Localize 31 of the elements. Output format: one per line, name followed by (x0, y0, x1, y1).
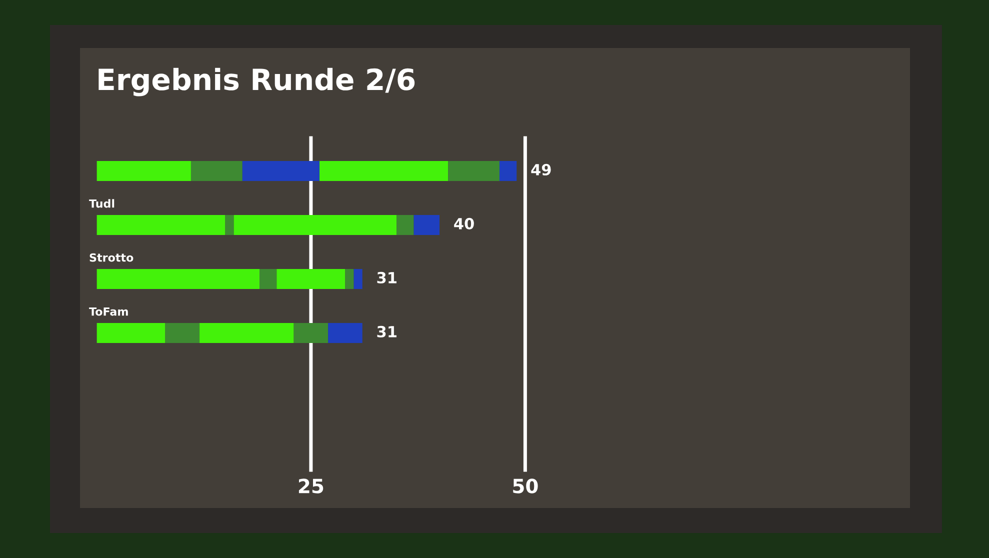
bar (320, 161, 448, 181)
bar (190, 161, 242, 181)
bar (499, 161, 517, 181)
bar (354, 269, 362, 289)
chart-title: Ergebnis Runde 2/6 (98, 68, 415, 96)
bar (260, 269, 277, 289)
bar (234, 215, 397, 235)
bar (96, 215, 226, 235)
bar (345, 269, 354, 289)
bar (276, 269, 346, 289)
x-tick-label: 50 (513, 478, 538, 494)
bar (242, 161, 320, 181)
y-tick-label: ToFam (89, 307, 128, 316)
y-tick-label: Tudl (89, 199, 114, 208)
total-label: 49 (531, 164, 551, 176)
bar (96, 323, 166, 343)
bar (294, 323, 328, 343)
total-label: 31 (377, 326, 396, 338)
y-tick-label: Strotto (90, 253, 134, 262)
bar (396, 215, 414, 235)
total-label: 31 (377, 272, 396, 284)
bar (96, 269, 260, 289)
bar (96, 161, 191, 181)
total-label: 40 (454, 218, 474, 230)
bar (328, 323, 362, 343)
x-tick-label: 25 (298, 478, 324, 494)
bar (414, 215, 440, 235)
bar (225, 215, 234, 235)
bar (200, 323, 294, 343)
bar (448, 161, 500, 181)
bar (165, 323, 200, 343)
